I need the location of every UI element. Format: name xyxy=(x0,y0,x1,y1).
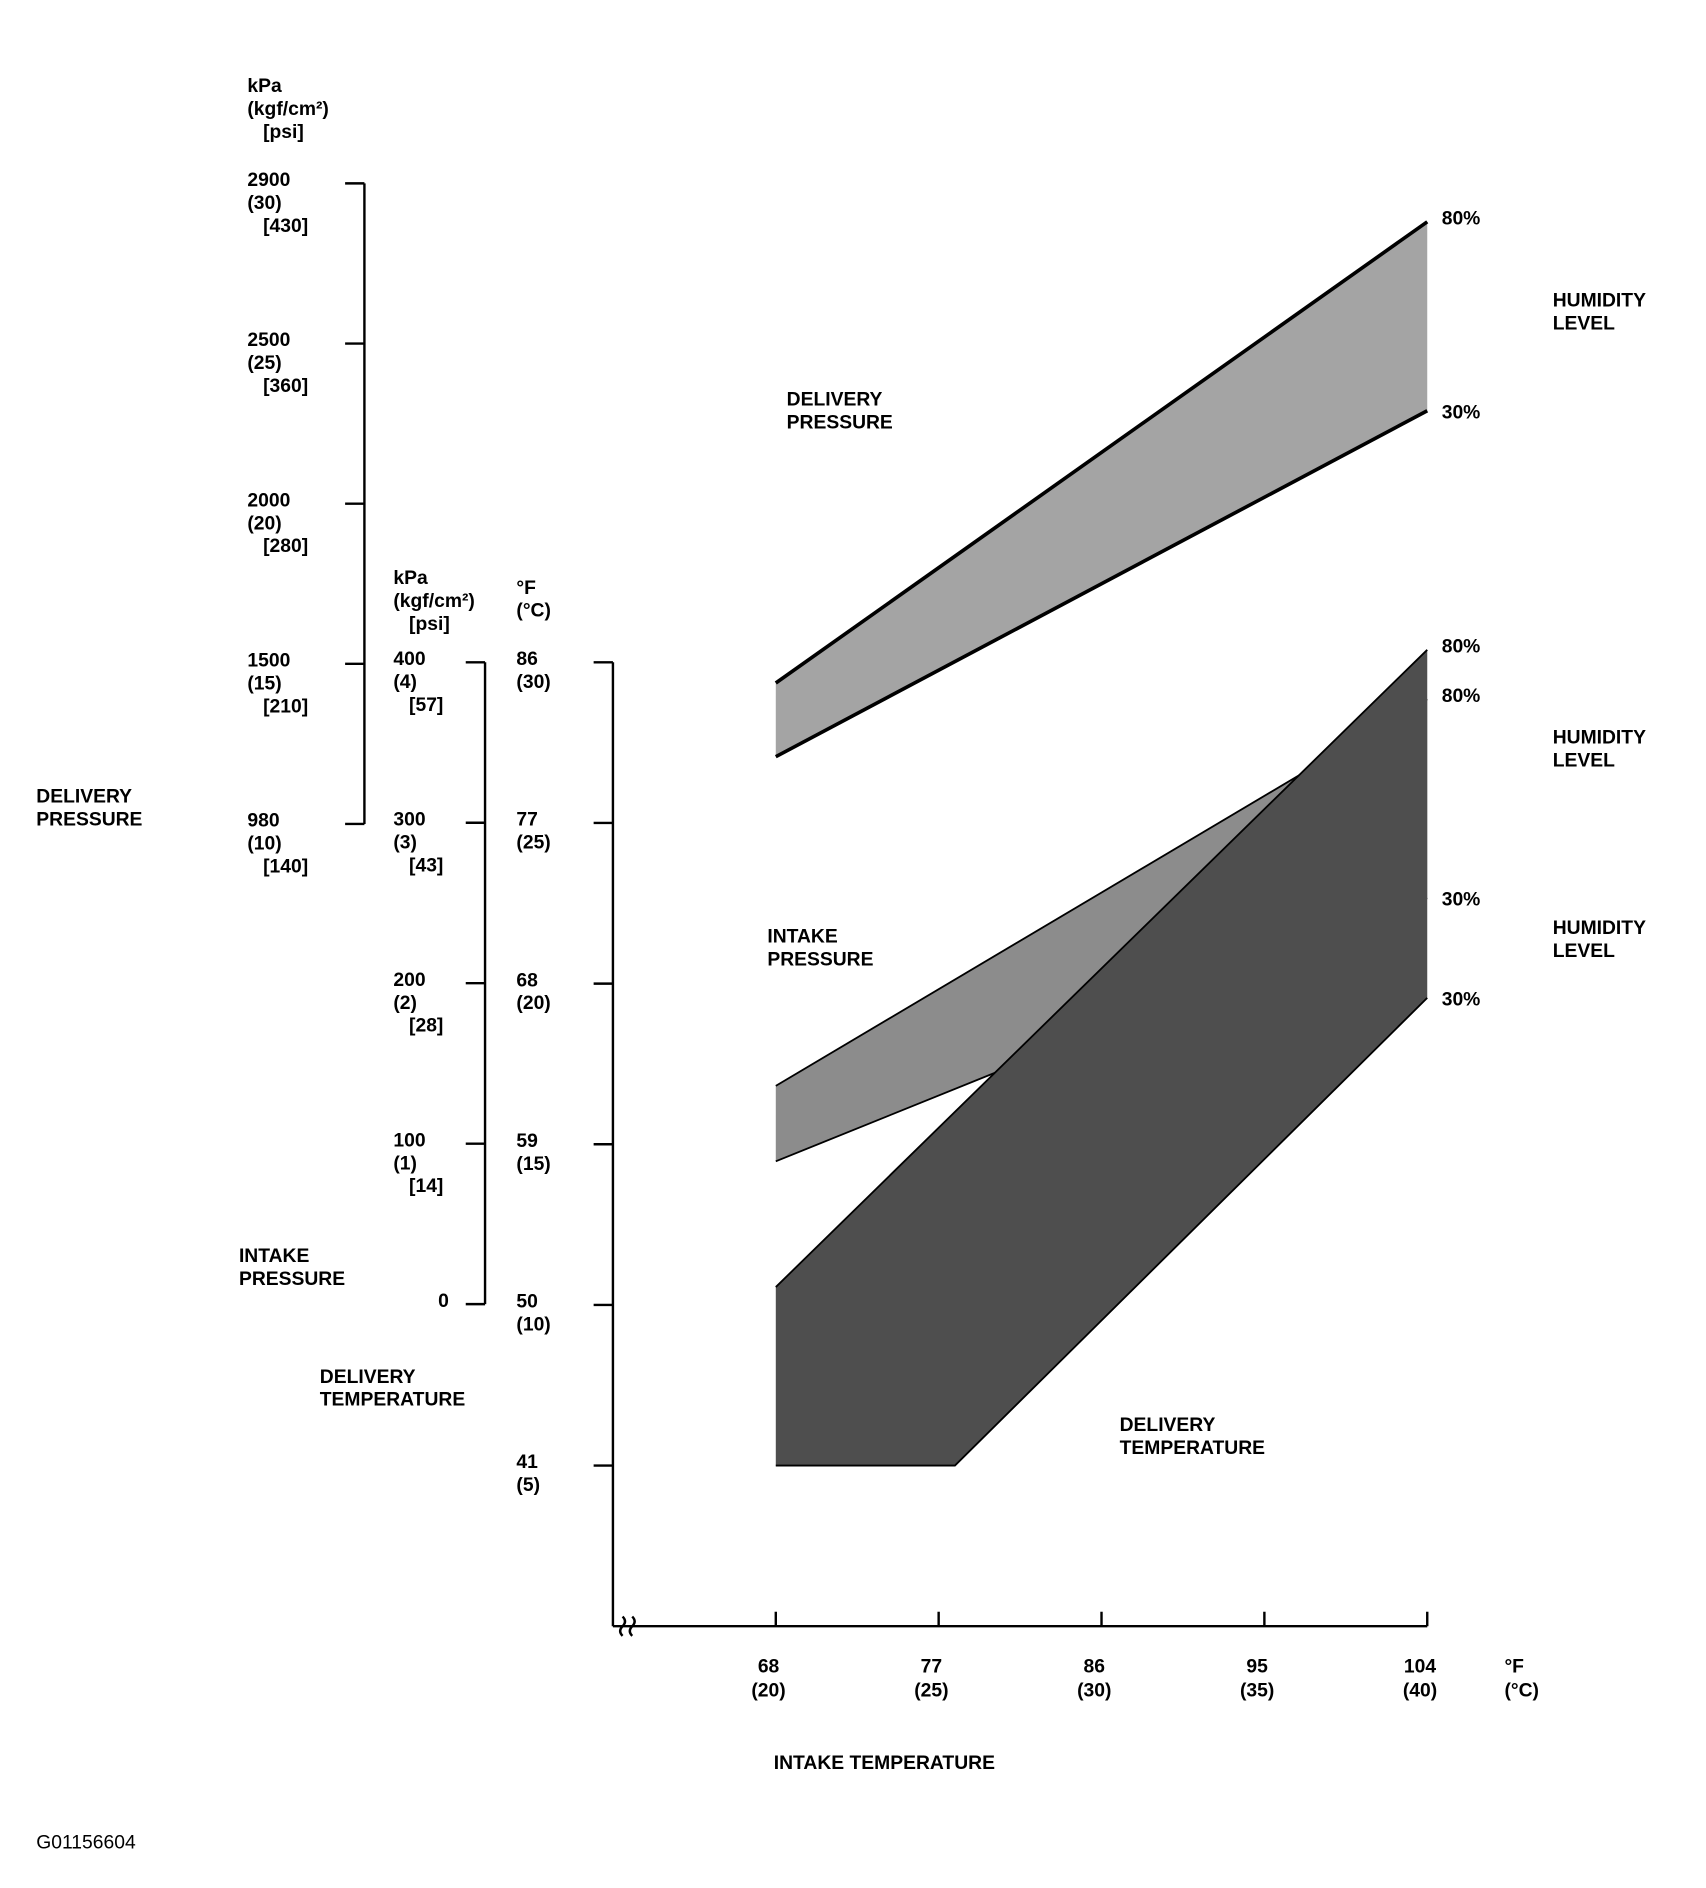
humidity-value: 30% xyxy=(1442,989,1481,1010)
band-edge xyxy=(774,409,1429,759)
y-axis-title: INTAKE xyxy=(239,1246,310,1267)
y-tick-label: (1) xyxy=(393,1153,417,1174)
y-axis-title: TEMPERATURE xyxy=(320,1390,466,1411)
y-tick-label: 41 xyxy=(516,1452,538,1473)
humidity-label: LEVEL xyxy=(1553,941,1615,962)
y-tick-label: (30) xyxy=(516,672,550,693)
y-tick-label: (10) xyxy=(516,1315,550,1336)
y-tick-label: 200 xyxy=(393,970,425,991)
humidity-value: 80% xyxy=(1442,636,1481,657)
y-tick-label: (20) xyxy=(516,993,550,1014)
y-tick-label: (4) xyxy=(393,672,417,693)
y-tick-label: 1500 xyxy=(247,650,290,671)
y-tick-label: 50 xyxy=(516,1292,537,1313)
y-axis-title: DELIVERY xyxy=(36,787,132,808)
y-unit: (kgf/cm²) xyxy=(247,99,328,120)
y-tick-label: [57] xyxy=(409,695,443,716)
x-tick-label: 95 xyxy=(1246,1656,1268,1677)
y-tick-label: 300 xyxy=(393,809,425,830)
x-tick-label: 77 xyxy=(921,1656,942,1677)
y-tick-label: (30) xyxy=(247,193,281,214)
band-label: DELIVERY xyxy=(787,390,883,411)
x-tick-label: (25) xyxy=(914,1680,948,1701)
y-tick-label: (25) xyxy=(516,833,550,854)
y-tick-label: (25) xyxy=(247,353,281,374)
y-unit: [psi] xyxy=(263,122,304,143)
y-tick-label: [430] xyxy=(263,216,308,237)
band-label: INTAKE xyxy=(767,926,838,947)
y-axis-title: DELIVERY xyxy=(320,1367,416,1388)
y-tick-label: [360] xyxy=(263,376,308,397)
y-tick-label: [140] xyxy=(263,856,308,877)
y-tick-label: [210] xyxy=(263,696,308,717)
x-tick-label: (40) xyxy=(1403,1680,1437,1701)
humidity-label: LEVEL xyxy=(1553,314,1615,335)
y-unit: (kgf/cm²) xyxy=(393,591,474,612)
figure-id: G01156604 xyxy=(36,1832,136,1853)
y-tick-label: [280] xyxy=(263,536,308,557)
x-tick-label: (20) xyxy=(751,1680,785,1701)
band xyxy=(775,221,1428,757)
y-unit: °F xyxy=(516,578,536,599)
y-tick-label: (5) xyxy=(516,1475,540,1496)
band-edge xyxy=(774,220,1429,685)
y-tick-label: 0 xyxy=(438,1291,449,1312)
y-tick-label: 100 xyxy=(393,1130,425,1151)
humidity-value: 30% xyxy=(1442,402,1481,423)
y-tick-label: 2000 xyxy=(247,490,290,511)
y-unit: kPa xyxy=(393,568,428,589)
y-tick-label: 59 xyxy=(516,1131,538,1152)
y-tick-label: 2900 xyxy=(247,170,290,191)
y-axis-title: PRESSURE xyxy=(36,809,142,830)
band-edge xyxy=(775,997,1428,1467)
y-unit: [psi] xyxy=(409,614,450,635)
band-edge xyxy=(775,649,1428,1288)
y-tick-label: [28] xyxy=(409,1016,443,1037)
x-tick-label: 104 xyxy=(1404,1656,1436,1677)
y-unit: (°C) xyxy=(516,601,551,622)
y-tick-label: [14] xyxy=(409,1176,443,1197)
humidity-value: 80% xyxy=(1442,686,1481,707)
y-tick-label: [43] xyxy=(409,855,443,876)
x-tick-label: 68 xyxy=(758,1656,780,1677)
y-tick-label: (3) xyxy=(393,832,417,853)
y-tick-label: 77 xyxy=(516,810,537,831)
y-tick-label: (2) xyxy=(393,993,417,1014)
x-unit: (°C) xyxy=(1504,1680,1539,1701)
humidity-value: 80% xyxy=(1442,208,1481,229)
band xyxy=(775,649,1428,1466)
x-tick-label: 86 xyxy=(1084,1656,1106,1677)
x-tick-label: (30) xyxy=(1077,1680,1111,1701)
y-tick-label: 68 xyxy=(516,970,538,991)
y-tick-label: 980 xyxy=(247,811,279,832)
y-tick-label: 86 xyxy=(516,649,538,670)
band-label: DELIVERY xyxy=(1120,1415,1216,1436)
humidity-label: HUMIDITY xyxy=(1553,291,1646,312)
band-label: PRESSURE xyxy=(767,949,873,970)
y-unit: kPa xyxy=(247,76,282,97)
humidity-label: HUMIDITY xyxy=(1553,918,1646,939)
y-tick-label: (15) xyxy=(516,1154,550,1175)
y-tick-label: (20) xyxy=(247,513,281,534)
y-tick-label: (10) xyxy=(247,834,281,855)
band-label: TEMPERATURE xyxy=(1120,1438,1266,1459)
y-tick-label: (15) xyxy=(247,673,281,694)
humidity-label: LEVEL xyxy=(1553,750,1615,771)
x-tick-label: (35) xyxy=(1240,1680,1274,1701)
y-tick-label: 400 xyxy=(393,649,425,670)
humidity-label: HUMIDITY xyxy=(1553,727,1646,748)
humidity-value: 30% xyxy=(1442,890,1481,911)
y-tick-label: 2500 xyxy=(247,330,290,351)
x-unit: °F xyxy=(1504,1656,1524,1677)
band-label: PRESSURE xyxy=(787,413,893,434)
y-axis-title: PRESSURE xyxy=(239,1269,345,1290)
x-axis-title: INTAKE TEMPERATURE xyxy=(774,1753,995,1774)
